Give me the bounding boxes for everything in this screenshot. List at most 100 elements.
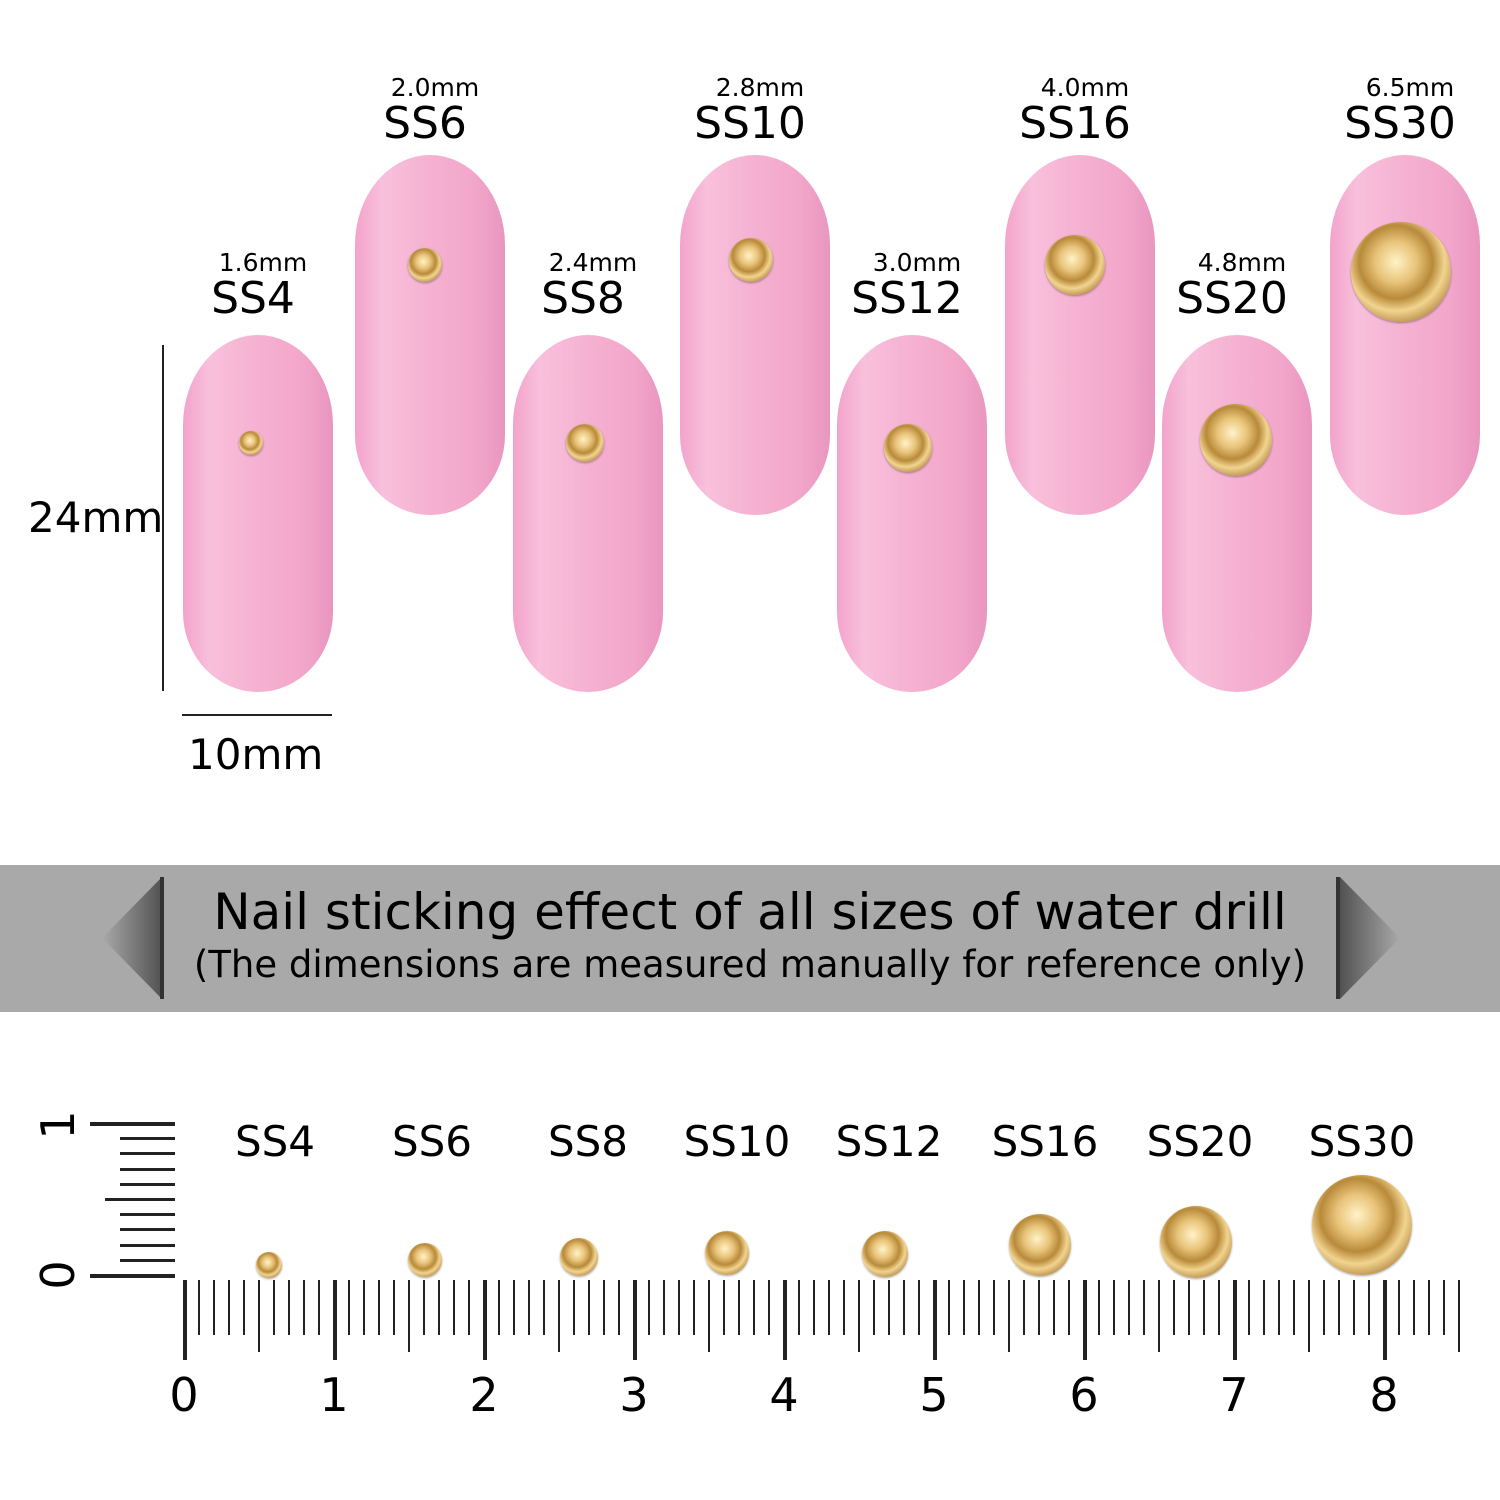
ruler-tick [303,1280,305,1335]
vertical-ruler-number: 1 [31,1110,85,1140]
ruler-tick [1143,1280,1145,1335]
banner-subtitle: (The dimensions are measured manually fo… [193,943,1307,986]
nail [355,155,505,515]
size-code-label: SS30 [1344,98,1456,149]
ruler-number: 6 [1069,1368,1099,1422]
nail [1005,155,1155,515]
ruler-number: 1 [319,1368,349,1422]
ruler-size-label: SS4 [234,1117,316,1166]
nail [837,335,987,692]
rhinestone [408,1243,442,1277]
ruler-tick [843,1280,845,1335]
ruler-tick [1428,1280,1430,1335]
size-code-label: SS20 [1176,273,1288,324]
ruler-tick [828,1280,830,1335]
ruler-size-label: SS6 [391,1117,473,1166]
ruler-tick [903,1280,905,1335]
ruler-tick [1263,1280,1265,1335]
size-code-label: SS10 [694,98,806,149]
size-mm-label: 1.6mm [218,248,308,277]
ruler-tick [648,1280,650,1335]
size-code-label: SS4 [211,273,295,324]
ruler-tick [693,1280,695,1335]
ruler-tick [723,1280,725,1335]
ruler-tick [1158,1280,1160,1352]
ruler-size-label: SS8 [547,1117,629,1166]
ruler-tick [333,1280,337,1360]
ruler-tick [1248,1280,1250,1335]
vertical-ruler-tick [120,1182,175,1186]
ruler-tick [1443,1280,1445,1335]
ruler-tick [1038,1280,1040,1335]
ruler-tick [618,1280,620,1335]
size-mm-label: 2.4mm [548,248,638,277]
vertical-ruler-tick [120,1243,175,1247]
size-mm-label: 6.5mm [1365,73,1455,102]
ruler-tick [858,1280,860,1352]
rhinestone [1351,222,1451,322]
size-mm-label: 4.0mm [1040,73,1130,102]
ruler-tick [1413,1280,1415,1335]
ruler-tick [483,1280,487,1360]
ruler-tick [753,1280,755,1335]
ruler-size-label: SS20 [1146,1117,1254,1166]
ruler-tick [573,1280,575,1335]
rhinestone [862,1231,908,1277]
ruler-tick [1098,1280,1100,1335]
vertical-ruler-tick [120,1167,175,1171]
ruler-tick [918,1280,920,1335]
ruler-tick [1023,1280,1025,1335]
ruler-tick [783,1280,787,1360]
ruler-number: 2 [469,1368,499,1422]
ruler-number: 5 [919,1368,949,1422]
ruler-tick [708,1280,710,1352]
ruler-tick [258,1280,260,1352]
ruler-tick [933,1280,937,1360]
ruler-tick [603,1280,605,1335]
ruler-tick [1008,1280,1010,1352]
ruler-tick [393,1280,395,1335]
ruler-tick [813,1280,815,1335]
ruler-tick [1083,1280,1087,1360]
banner: Nail sticking effect of all sizes of wat… [0,865,1500,1012]
ruler-tick [513,1280,515,1335]
ruler-tick [1323,1280,1325,1335]
ruler-tick [528,1280,530,1335]
ruler-tick [1383,1280,1387,1360]
ruler-size-label: SS30 [1308,1117,1416,1166]
rhinestone [729,238,773,282]
ruler-tick [738,1280,740,1335]
ruler-tick [1218,1280,1220,1335]
ruler-tick [273,1280,275,1335]
ruler-number: 4 [769,1368,799,1422]
rhinestone [1200,404,1272,476]
ruler-tick [348,1280,350,1335]
ruler-tick [1458,1280,1460,1352]
nail [183,335,333,692]
ruler-tick [408,1280,410,1352]
ruler-tick [1188,1280,1190,1335]
vertical-ruler-tick [90,1122,175,1126]
ruler-tick [588,1280,590,1335]
height-dimension-label: 24mm [28,493,164,542]
vertical-ruler-tick [105,1198,175,1201]
height-dimension-line [162,345,164,691]
ruler-tick [768,1280,770,1335]
rhinestone [1045,235,1105,295]
size-code-label: SS16 [1019,98,1131,149]
banner-title: Nail sticking effect of all sizes of wat… [213,883,1287,941]
ruler-tick [1353,1280,1355,1335]
vertical-ruler-tick [90,1274,175,1278]
ruler-tick [963,1280,965,1335]
ruler-tick [558,1280,560,1352]
ruler-tick [1398,1280,1400,1335]
ruler-tick [1173,1280,1175,1335]
nail [1330,155,1480,515]
ruler-number: 7 [1219,1368,1249,1422]
ruler-tick [1233,1280,1237,1360]
ruler-tick [543,1280,545,1335]
ruler-tick [198,1280,200,1335]
right-arrow-icon [1336,877,1340,999]
ruler-tick [1128,1280,1130,1335]
ruler-tick [873,1280,875,1335]
